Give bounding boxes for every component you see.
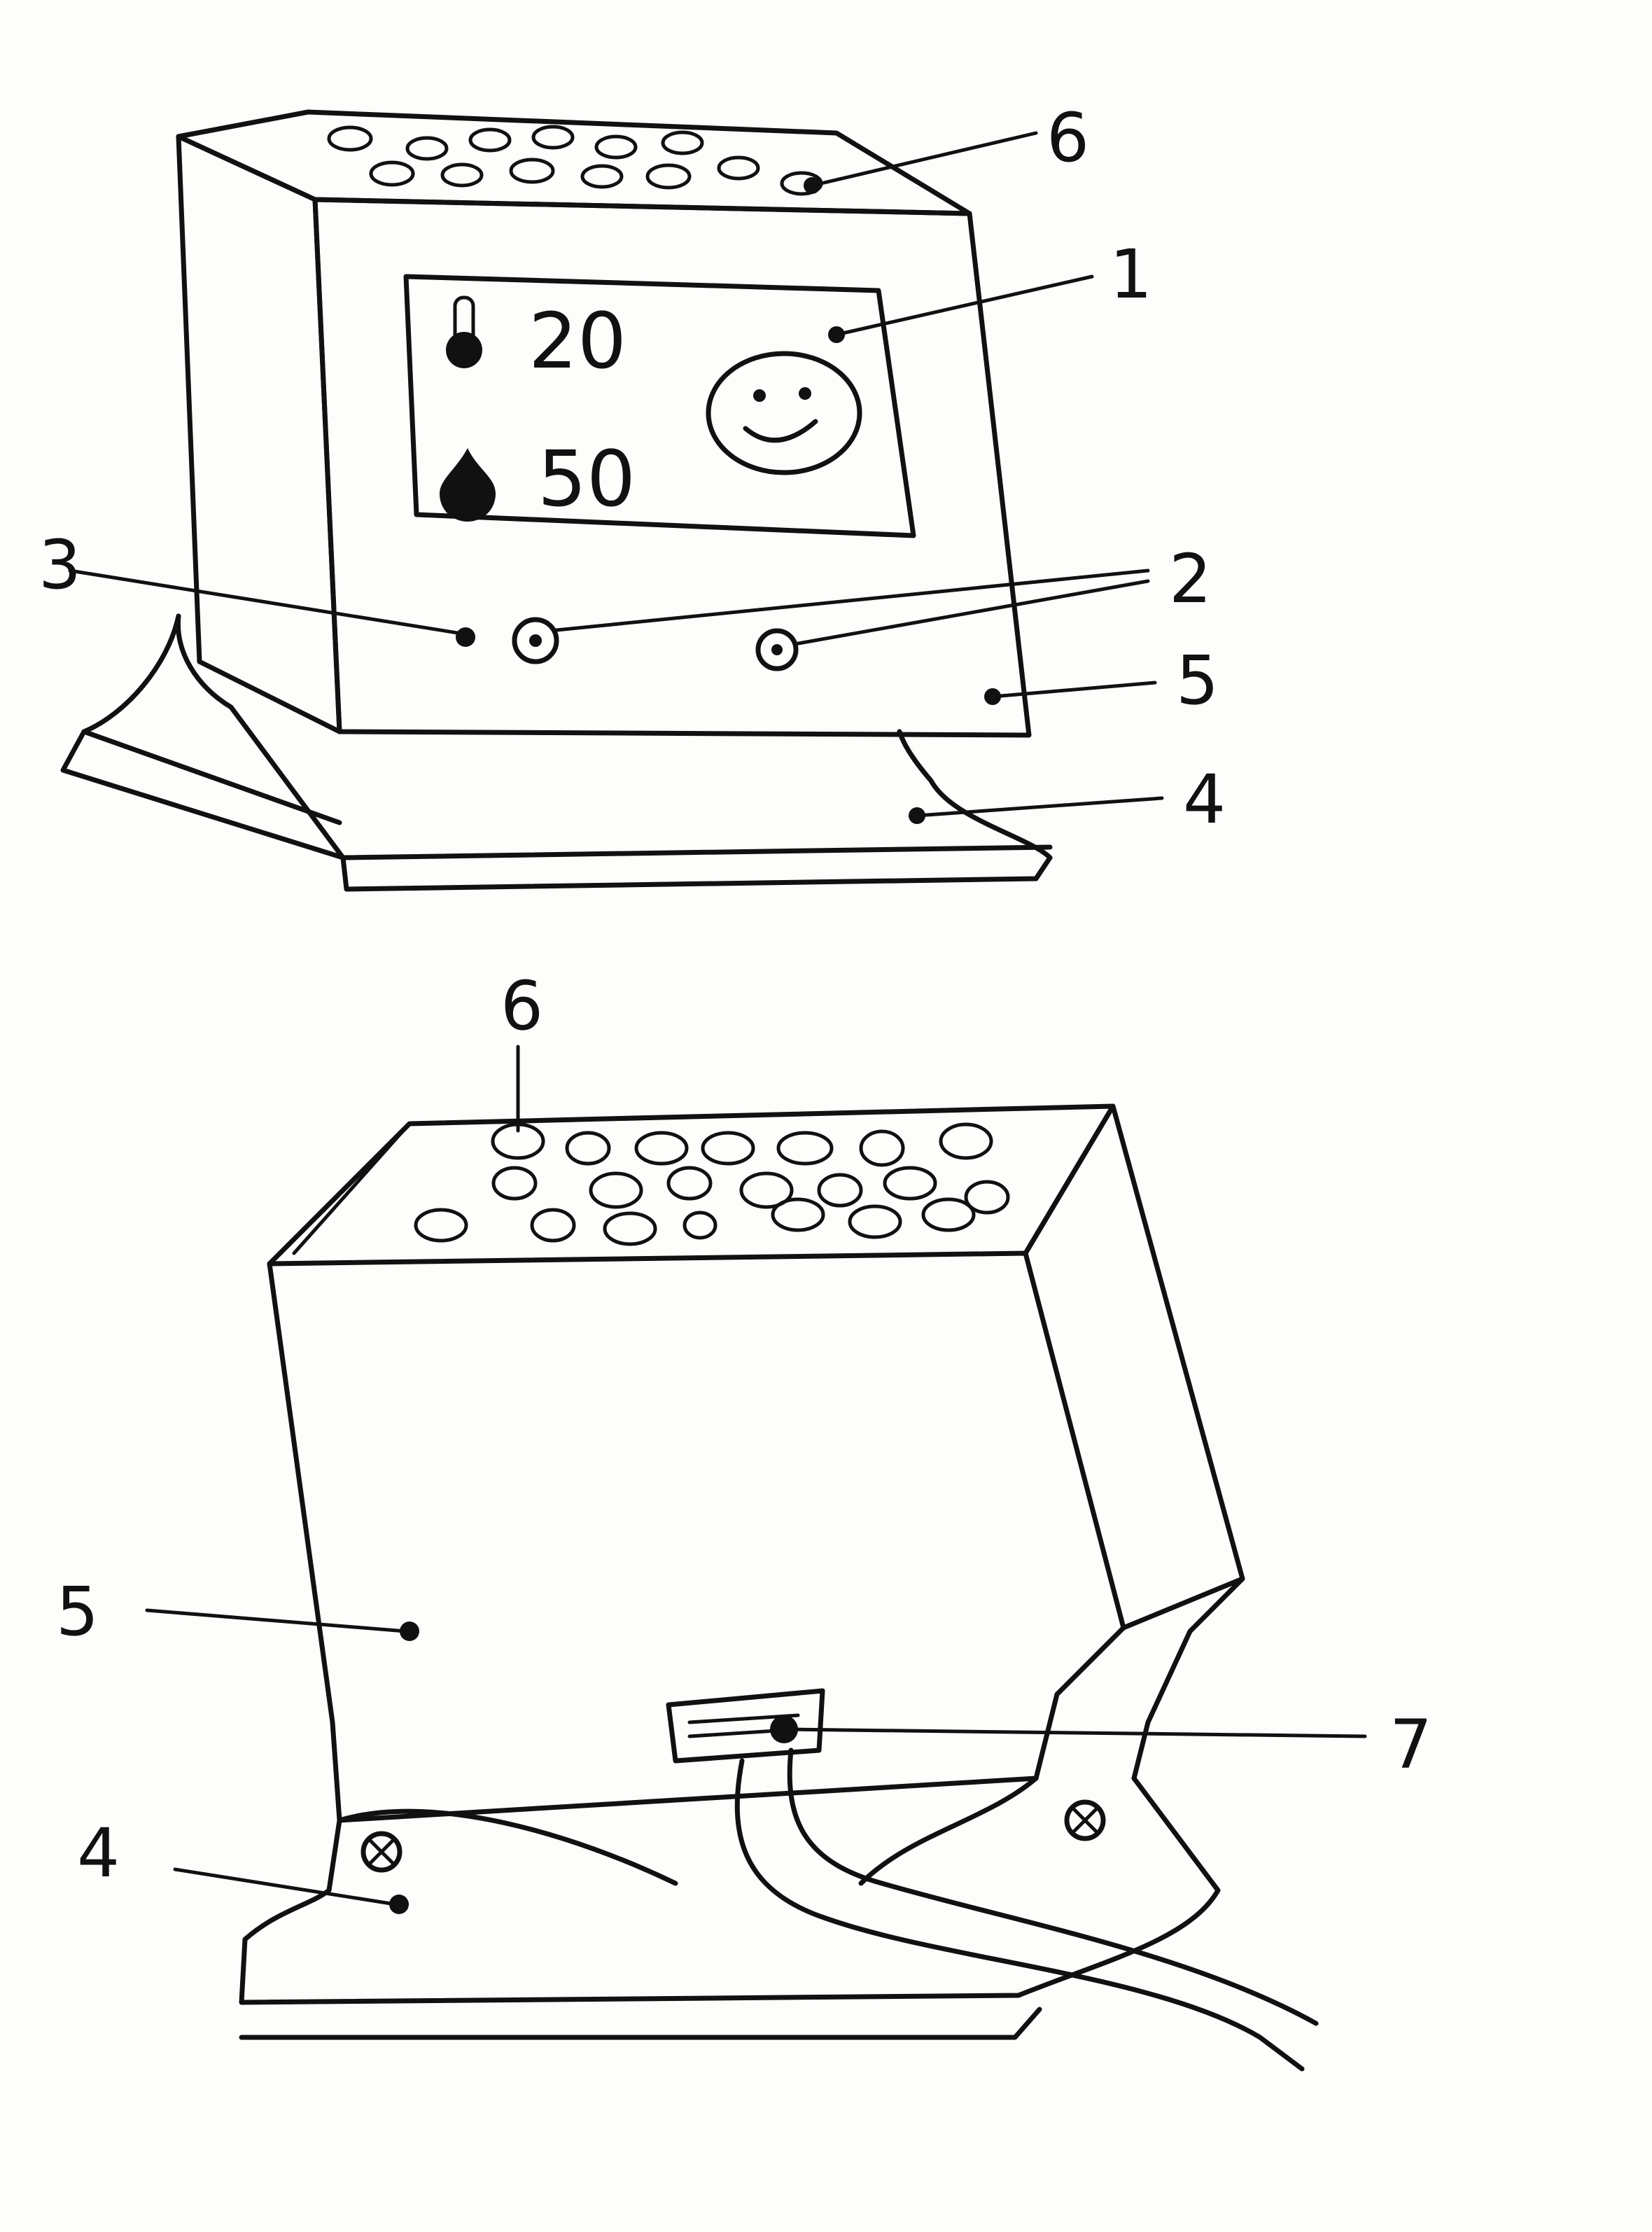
water-drop-icon bbox=[440, 448, 496, 522]
thermometer-icon bbox=[446, 295, 482, 368]
temperature-reading: 20 bbox=[528, 296, 626, 386]
label-2: 2 bbox=[1169, 540, 1212, 618]
label-6: 6 bbox=[500, 967, 543, 1045]
screw-icon bbox=[360, 1831, 402, 1873]
screw-icon bbox=[1064, 1799, 1106, 1841]
front-button-left bbox=[512, 617, 559, 664]
figure-1-front-view: 20 50 bbox=[60, 109, 1053, 892]
front-button-right bbox=[755, 628, 799, 671]
label-5: 5 bbox=[1176, 641, 1219, 720]
display-screen bbox=[403, 274, 916, 538]
ventilation-holes-top bbox=[327, 125, 823, 196]
label-4: 4 bbox=[1183, 760, 1226, 839]
label-4: 4 bbox=[77, 1814, 120, 1892]
housing-left-side bbox=[176, 134, 342, 734]
housing-front-face bbox=[312, 197, 1032, 738]
label-3: 3 bbox=[38, 526, 81, 604]
housing-top-rear bbox=[267, 1103, 1116, 1267]
label-5: 5 bbox=[56, 1572, 99, 1651]
base-stand-rear bbox=[239, 1776, 1221, 2005]
label-6: 6 bbox=[1046, 99, 1089, 177]
figure-1-labels: 6 1 3 2 5 4 bbox=[38, 99, 1226, 839]
power-cable bbox=[734, 1758, 1305, 2072]
figure-2-rear-view bbox=[239, 1103, 1319, 2072]
housing-top bbox=[176, 109, 972, 216]
housing-rear-face bbox=[267, 1250, 1126, 1823]
smiley-face-icon bbox=[706, 351, 862, 475]
label-1: 1 bbox=[1110, 235, 1152, 314]
ventilation-holes-top-rear bbox=[414, 1122, 1010, 1246]
humidity-reading: 50 bbox=[538, 434, 636, 524]
figure-2-labels: 6 5 7 4 bbox=[56, 967, 1432, 1914]
connector-port bbox=[666, 1688, 825, 1764]
label-7: 7 bbox=[1390, 1706, 1432, 1784]
housing-right-side bbox=[1023, 1103, 1245, 1631]
